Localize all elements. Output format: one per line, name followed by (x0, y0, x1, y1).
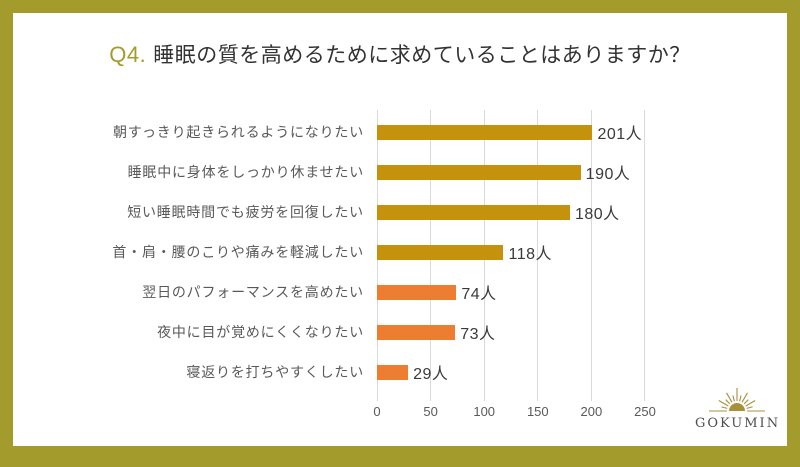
category-label: 寝返りを打ちやすくしたい (186, 364, 364, 380)
value-label: 73人 (460, 326, 496, 343)
bar (377, 324, 456, 340)
bar (377, 204, 570, 220)
sunburst-icon (709, 388, 765, 412)
category-label: 翌日のパフォーマンスを高めたい (142, 284, 364, 300)
x-tick-label: 150 (526, 404, 549, 419)
question-text: 睡眠の質を高めるために求めていることはありますか？ (153, 44, 691, 67)
bar (377, 124, 593, 140)
gridline (590, 110, 592, 401)
x-axis: 0 50 100 150 200 250 (373, 404, 655, 420)
bar (377, 164, 581, 180)
x-tick-label: 100 (473, 404, 496, 419)
value-label: 74人 (461, 286, 497, 303)
gridline (644, 110, 645, 401)
category-label: 睡眠中に身体をしっかり休ませたい (127, 164, 364, 180)
x-tick-label: 0 (373, 404, 381, 419)
category-label: 短い睡眠時間でも疲労を回復したい (127, 204, 364, 220)
gokumin-logo: GOKUMIN (695, 380, 779, 431)
bar-row: 寝返りを打ちやすくしたい 29人 (13, 352, 787, 392)
question-number: Q4. (109, 42, 147, 67)
bar-row: 睡眠中に身体をしっかり休ませたい 190人 (13, 152, 787, 192)
value-label: 180人 (574, 206, 620, 223)
bar (377, 364, 409, 380)
logo-text: GOKUMIN (695, 416, 781, 431)
x-tick-label: 200 (580, 404, 603, 419)
value-label: 118人 (508, 246, 552, 263)
bar-row: 首・肩・腰のこりや痛みを軽減したい 118人 (13, 232, 787, 272)
category-label: 夜中に目が覚めにくくなりたい (157, 324, 364, 340)
bar-chart: 朝すっきり起きられるようになりたい 201人 睡眠中に身体をしっかり休ませたい … (13, 112, 787, 392)
value-label: 201人 (597, 126, 643, 143)
x-tick-label: 50 (423, 404, 438, 419)
bar (377, 284, 457, 300)
gridline (537, 110, 539, 401)
x-tick-label: 250 (634, 404, 656, 419)
category-label: 首・肩・腰のこりや痛みを軽減したい (112, 244, 364, 260)
category-label: 朝すっきり起きられるようになりたい (112, 124, 364, 140)
bar (377, 244, 504, 260)
value-label: 190人 (585, 166, 631, 183)
bar-row: 翌日のパフォーマンスを高めたい 74人 (13, 272, 787, 312)
bar-row: 朝すっきり起きられるようになりたい 201人 (13, 112, 787, 152)
bar-row: 短い睡眠時間でも疲労を回復したい 180人 (13, 192, 787, 232)
bar-row: 夜中に目が覚めにくくなりたい 73人 (13, 312, 787, 352)
value-label: 29人 (413, 366, 449, 383)
page-title: Q4. 睡眠の質を高めるために求めていることはありますか？ (13, 40, 787, 71)
